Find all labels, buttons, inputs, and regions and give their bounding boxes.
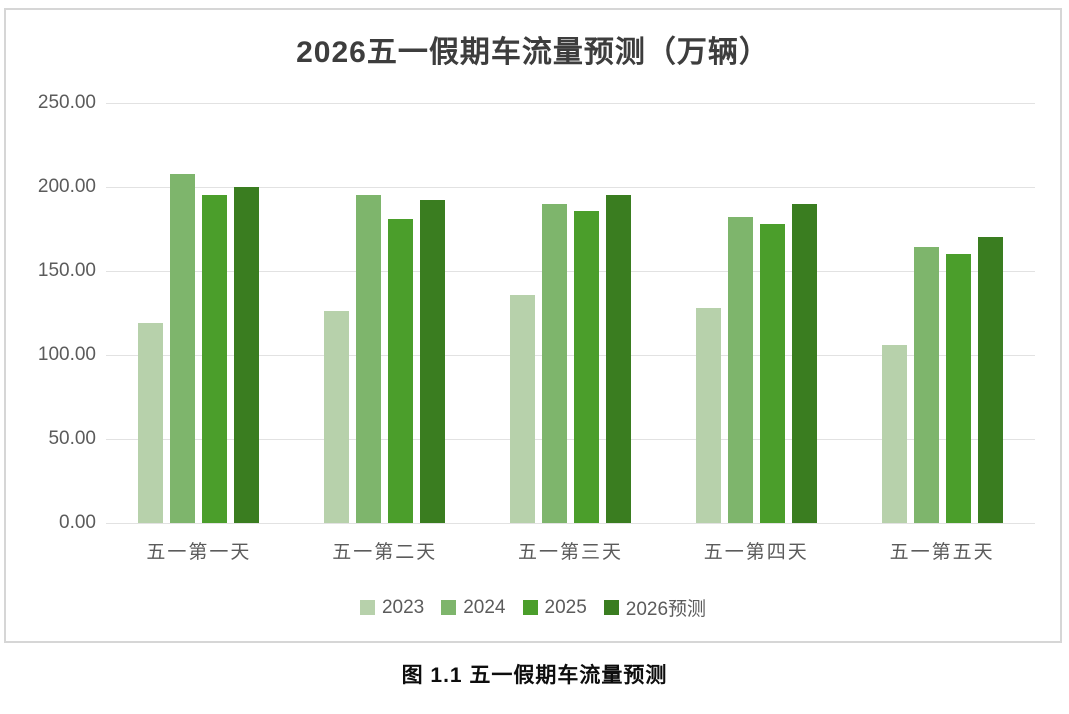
legend-label: 2024	[463, 596, 506, 618]
bar-group	[849, 103, 1035, 523]
bar-group	[478, 103, 664, 523]
legend-item: 2026预测	[603, 594, 707, 621]
legend-item: 2025	[522, 596, 587, 619]
chart-frame: 2026五一假期车流量预测（万辆） 250.00 200.00 150.00 100.…	[4, 8, 1062, 643]
x-axis: 五一第一天 五一第二天 五一第三天 五一第四天 五一第五天	[106, 537, 1035, 564]
bar	[420, 200, 446, 523]
bar	[727, 217, 753, 523]
legend-item: 2024	[441, 596, 506, 619]
y-tick-label: 0.00	[59, 512, 96, 533]
y-tick-label: 50.00	[48, 428, 96, 449]
legend-swatch-icon	[603, 600, 619, 615]
gridline	[106, 187, 1035, 188]
legend-item: 2023	[359, 596, 425, 619]
gridline	[106, 355, 1035, 356]
figure-caption: 图 1.1 五一假期车流量预测	[401, 664, 668, 687]
y-tick-label: 100.00	[37, 344, 96, 365]
bar-groups	[106, 103, 1035, 523]
bar	[234, 187, 260, 523]
legend-swatch-icon	[522, 600, 538, 615]
x-tick-label: 五一第五天	[889, 542, 995, 563]
legend-label: 2023	[381, 596, 425, 618]
bar	[913, 247, 939, 523]
bar	[509, 294, 535, 523]
gridline	[106, 271, 1035, 272]
bar	[388, 218, 414, 523]
bar	[977, 237, 1003, 523]
bar	[759, 223, 785, 523]
bar	[541, 203, 567, 523]
bar-group	[292, 103, 478, 523]
gridline	[106, 523, 1035, 524]
x-tick-label: 五一第四天	[703, 542, 809, 563]
bar	[695, 307, 721, 523]
legend-label: 2025	[544, 596, 587, 618]
bar	[356, 195, 382, 523]
bar	[170, 173, 196, 523]
y-tick-label: 250.00	[37, 92, 96, 113]
y-tick-label: 200.00	[37, 176, 96, 197]
x-tick-label: 五一第一天	[146, 542, 252, 563]
x-tick-label: 五一第二天	[332, 542, 438, 563]
plot-area	[106, 103, 1035, 524]
bar	[573, 210, 599, 523]
bar	[791, 203, 817, 523]
bar	[881, 344, 907, 523]
bar	[945, 254, 971, 523]
gridline	[106, 103, 1035, 104]
bar	[202, 195, 228, 523]
bar	[605, 195, 631, 523]
gridline	[106, 439, 1035, 440]
legend: 2023 2024 2025 2026预测	[6, 594, 1060, 621]
legend-swatch-icon	[441, 600, 457, 615]
y-tick-label: 150.00	[37, 260, 96, 281]
x-tick-label: 五一第三天	[517, 542, 623, 563]
legend-label: 2026预测	[625, 599, 707, 620]
chart-title: 2026五一假期车流量预测（万辆）	[296, 36, 770, 69]
y-axis: 250.00 200.00 150.00 100.00 50.00 0.00	[14, 92, 96, 533]
bar	[324, 311, 350, 523]
bar-group	[663, 103, 849, 523]
bar-group	[106, 103, 292, 523]
bar	[138, 323, 164, 523]
legend-swatch-icon	[359, 600, 375, 615]
